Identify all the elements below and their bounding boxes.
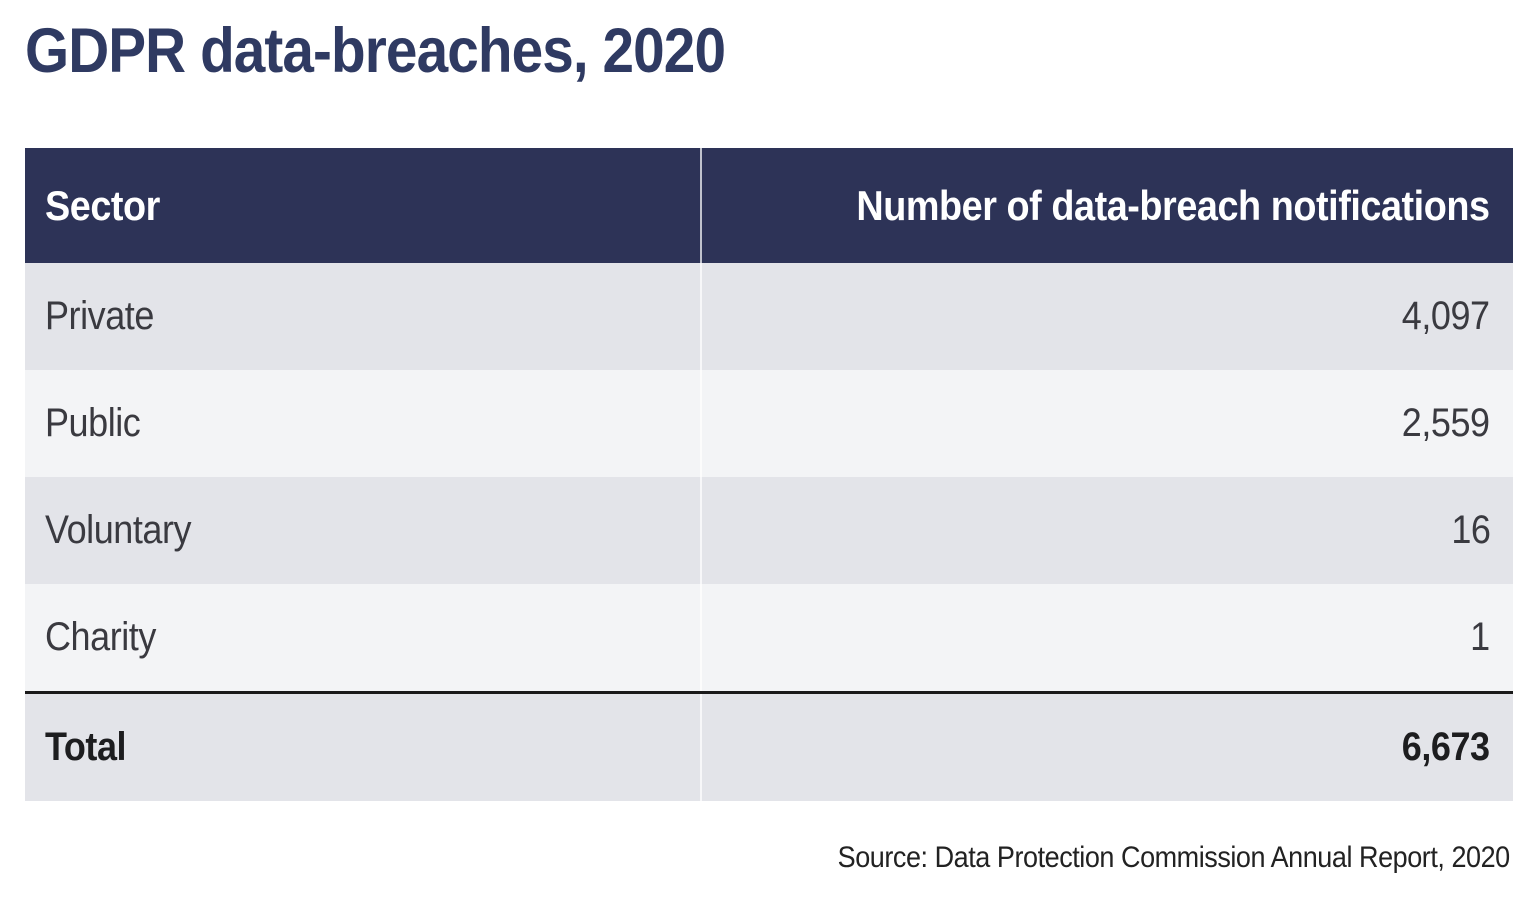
sector-cell: Voluntary: [25, 477, 700, 584]
sector-cell: Private: [25, 263, 700, 370]
value-cell: 1: [700, 584, 1513, 691]
sector-cell: Charity: [25, 584, 700, 691]
table-row: Private 4,097: [25, 263, 1513, 370]
table-header-row: Sector Number of data-breach notificatio…: [25, 148, 1513, 263]
column-header-sector: Sector: [25, 148, 700, 263]
sector-label: Charity: [45, 615, 156, 659]
value-cell: 4,097: [700, 263, 1513, 370]
value-label: 1: [1470, 615, 1490, 659]
sector-label: Voluntary: [45, 508, 192, 552]
value-cell: 2,559: [700, 370, 1513, 477]
value-label: 2,559: [1402, 401, 1490, 445]
column-header-notifications-label: Number of data-breach notifications: [856, 181, 1491, 229]
sector-label: Public: [45, 401, 141, 445]
table-row: Public 2,559: [25, 370, 1513, 477]
total-label: Total: [45, 725, 127, 769]
value-cell: 16: [700, 477, 1513, 584]
sector-cell: Public: [25, 370, 700, 477]
value-label: 4,097: [1402, 294, 1490, 338]
column-header-sector-label: Sector: [45, 181, 160, 229]
column-header-notifications: Number of data-breach notifications: [700, 148, 1513, 263]
total-value: 6,673: [1402, 725, 1490, 769]
sector-label: Private: [45, 294, 154, 338]
source-credit: Source: Data Protection Commission Annua…: [763, 838, 1511, 878]
total-label-cell: Total: [25, 694, 700, 801]
page-title: GDPR data-breaches, 2020: [25, 16, 726, 86]
source-credit-label: Source: Data Protection Commission Annua…: [837, 841, 1511, 874]
total-value-cell: 6,673: [700, 694, 1513, 801]
breach-table: Sector Number of data-breach notificatio…: [25, 148, 1513, 801]
table-row: Voluntary 16: [25, 477, 1513, 584]
total-row: Total 6,673: [25, 691, 1513, 801]
value-label: 16: [1450, 508, 1491, 552]
table-row: Charity 1: [25, 584, 1513, 691]
